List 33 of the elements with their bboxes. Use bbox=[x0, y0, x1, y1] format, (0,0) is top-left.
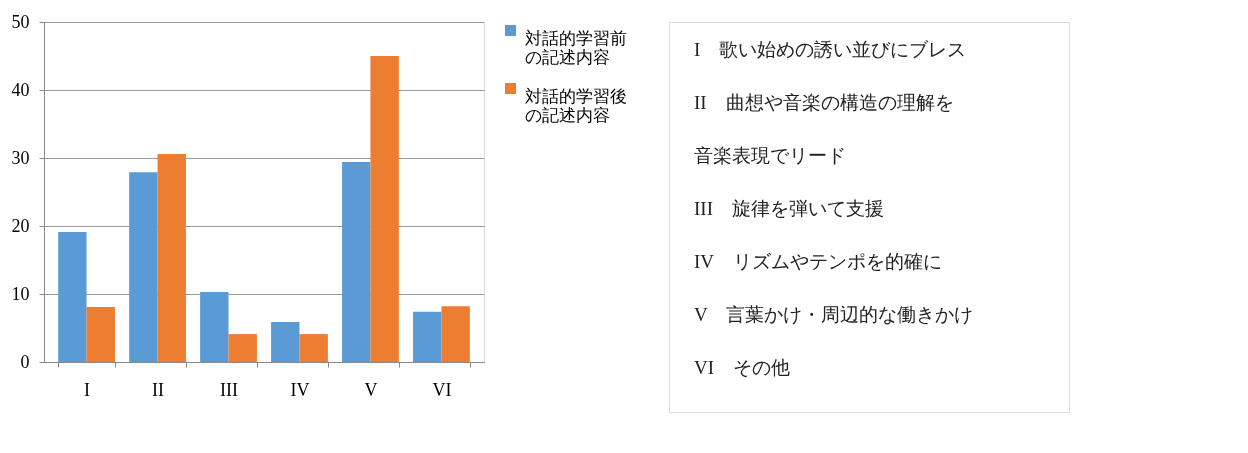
legend-label: 対話的学習後の記述内容 bbox=[525, 86, 627, 125]
text: IV リズムやテンポを的確に bbox=[694, 250, 942, 272]
x-tick-label: IV bbox=[290, 379, 310, 400]
text: III 旋律を弾いて支援 bbox=[694, 197, 884, 219]
y-tick-label: 10 bbox=[11, 283, 30, 304]
bar bbox=[370, 56, 399, 362]
legend-label: 対話的学習前の記述内容 bbox=[525, 28, 627, 67]
y-tick-label: 20 bbox=[11, 215, 30, 236]
bar bbox=[299, 334, 328, 362]
x-tick-label: III bbox=[220, 379, 239, 400]
text: VI その他 bbox=[694, 356, 791, 378]
y-tick-label: 40 bbox=[11, 79, 30, 100]
x-tick-label: VI bbox=[432, 379, 452, 400]
bar bbox=[157, 153, 186, 362]
bar bbox=[413, 311, 442, 362]
bar bbox=[228, 334, 257, 362]
bar bbox=[200, 291, 229, 362]
text: II 曲想や音楽の構造の理解を bbox=[694, 91, 954, 113]
bar bbox=[342, 162, 371, 362]
text: I 歌い始めの誘い並びにブレス bbox=[694, 38, 967, 60]
x-tick-label: I bbox=[84, 379, 91, 400]
y-tick-label: 0 bbox=[20, 351, 30, 372]
bar bbox=[86, 306, 115, 362]
bar bbox=[58, 232, 87, 362]
x-tick-label: V bbox=[364, 379, 378, 400]
x-tick-label: II bbox=[152, 379, 165, 400]
bar bbox=[129, 172, 158, 362]
text: 音楽表現でリード bbox=[694, 144, 846, 166]
y-tick-label: 30 bbox=[11, 147, 30, 168]
bar bbox=[441, 306, 470, 362]
y-tick-label: 50 bbox=[11, 11, 30, 32]
text: V 言葉かけ・周辺的な働きかけ bbox=[694, 303, 974, 325]
bar bbox=[271, 321, 300, 362]
